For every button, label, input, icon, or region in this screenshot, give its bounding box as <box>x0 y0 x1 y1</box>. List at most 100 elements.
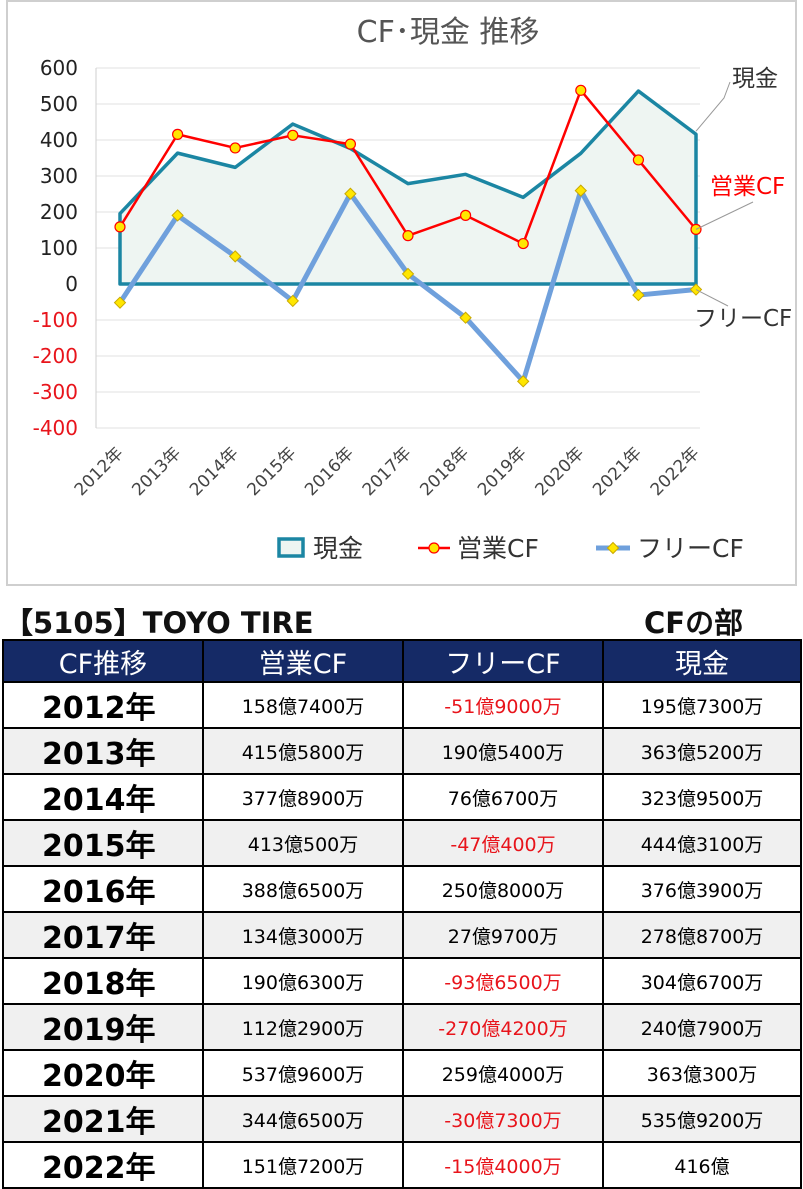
free-cf-cell: -270億4200万 <box>402 1003 604 1051</box>
cash-cell: 535億9200万 <box>602 1095 802 1143</box>
free-cf-cell: 250億8000万 <box>402 865 604 913</box>
legend-label-free-cf: フリーCF <box>637 534 744 563</box>
free-cf-cell: -30億7300万 <box>402 1095 604 1143</box>
free-cf-cell: -51億9000万 <box>402 681 604 729</box>
free-cf-point <box>171 209 184 222</box>
company-title: 【5105】TOYO TIRE <box>4 606 314 640</box>
free-cf-cell: 76億6700万 <box>402 773 604 821</box>
leader-line <box>695 289 729 307</box>
free-cf-cell: -15億4000万 <box>402 1141 604 1189</box>
x-tick-label: 2014年 <box>186 443 243 500</box>
cash-cell: 240億7900万 <box>602 1003 802 1051</box>
operating-cf-point <box>460 209 472 221</box>
y-tick-label: -400 <box>33 416 78 440</box>
operating-cf-cell: 190億6300万 <box>202 957 404 1005</box>
free-cf-point <box>459 311 472 324</box>
year-cell: 2018年 <box>2 957 204 1005</box>
y-tick-label: -200 <box>33 344 78 368</box>
col-header-cash: 現金 <box>602 639 802 683</box>
chart-panel: CF･現金 推移 600 500 400 300 200 100 0 -100 -200 -300… <box>6 0 797 586</box>
operating-cf-point <box>172 128 184 140</box>
cash-cell: 416億 <box>602 1141 802 1189</box>
free-cf-point <box>113 296 127 309</box>
x-tick-label: 2015年 <box>244 443 301 500</box>
y-tick-label: 600 <box>40 56 78 80</box>
x-tick-label: 2016年 <box>301 443 358 500</box>
free-cf-point <box>228 250 242 263</box>
operating-cf-point <box>517 237 529 250</box>
table-header-row: 【5105】TOYO TIRE CFの部 <box>0 600 803 640</box>
operating-cf-cell: 151億7200万 <box>202 1141 404 1189</box>
table-row: 2013年 415億5800万 190億5400万 363億5200万 <box>2 727 802 775</box>
cf-table: CF推移 営業CF フリーCF 現金 2012年 158億7400万 -51億900… <box>2 639 802 1189</box>
annotation-operating-cf: 営業CF <box>710 174 785 200</box>
operating-cf-point <box>287 129 299 141</box>
free-cf-cell: 27億9700万 <box>402 911 604 959</box>
free-cf-point <box>632 288 645 302</box>
cash-cell: 195億7300万 <box>602 681 802 729</box>
operating-cf-cell: 388億6500万 <box>202 865 404 913</box>
legend-label-cash: 現金 <box>313 534 363 563</box>
col-header-operating-cf: 営業CF <box>202 639 404 683</box>
operating-cf-cell: 537億9600万 <box>202 1049 404 1097</box>
x-tick-label: 2021年 <box>589 443 646 500</box>
operating-cf-cell: 344億6500万 <box>202 1095 404 1143</box>
col-header-free-cf: フリーCF <box>402 639 604 683</box>
free-cf-cell: 190億5400万 <box>402 727 604 775</box>
year-cell: 2014年 <box>2 773 204 821</box>
year-cell: 2016年 <box>2 865 204 913</box>
chart-title: CF･現金 推移 <box>357 15 540 50</box>
y-tick-label: 400 <box>40 128 78 152</box>
y-tick-label: 200 <box>40 200 78 224</box>
year-cell: 2015年 <box>2 819 204 867</box>
leader-line <box>695 201 754 230</box>
operating-cf-point <box>229 142 241 154</box>
free-cf-point <box>574 184 588 197</box>
x-tick-label: 2018年 <box>416 443 473 500</box>
operating-cf-point <box>344 138 356 150</box>
year-cell: 2021年 <box>2 1095 204 1143</box>
cash-cell: 363億5200万 <box>602 727 802 775</box>
free-cf-cell: -93億6500万 <box>402 957 604 1005</box>
free-cf-point <box>401 267 415 281</box>
table-row: 2014年 377億8900万 76億6700万 323億9500万 <box>2 773 802 821</box>
operating-cf-cell: 134億3000万 <box>202 911 404 959</box>
annotation-cash: 現金 <box>732 66 778 92</box>
operating-cf-point <box>575 84 587 96</box>
legend-label-operating-cf: 営業CF <box>457 534 539 563</box>
annotation-free-cf: フリーCF <box>694 306 792 332</box>
y-tick-label: 500 <box>40 92 78 116</box>
free-cf-point <box>516 375 530 388</box>
y-tick-label: 300 <box>40 164 78 188</box>
year-cell: 2022年 <box>2 1141 204 1189</box>
cash-cell: 376億3900万 <box>602 865 802 913</box>
cash-cell: 278億8700万 <box>602 911 802 959</box>
x-tick-label: 2013年 <box>128 443 185 500</box>
table-head-row: CF推移 営業CF フリーCF 現金 <box>2 639 802 683</box>
year-cell: 2020年 <box>2 1049 204 1097</box>
x-tick-label: 2012年 <box>71 443 128 500</box>
table-row: 2017年 134億3000万 27億9700万 278億8700万 <box>2 911 802 959</box>
legend-marker-free-cf <box>606 541 620 555</box>
table-row: 2018年 190億6300万 -93億6500万 304億6700万 <box>2 957 802 1005</box>
operating-cf-point <box>402 230 414 242</box>
year-cell: 2017年 <box>2 911 204 959</box>
year-cell: 2019年 <box>2 1003 204 1051</box>
series-cash-area <box>118 89 698 286</box>
y-tick-label: 0 <box>65 272 78 296</box>
leader-line <box>695 81 731 132</box>
year-cell: 2012年 <box>2 681 204 729</box>
operating-cf-cell: 415億5800万 <box>202 727 404 775</box>
operating-cf-point <box>632 154 645 166</box>
free-cf-point <box>286 294 300 308</box>
year-cell: 2013年 <box>2 727 204 775</box>
x-tick-label: 2017年 <box>359 443 416 500</box>
table-row: 2021年 344億6500万 -30億7300万 535億9200万 <box>2 1095 802 1143</box>
cash-cell: 304億6700万 <box>602 957 802 1005</box>
cash-cell: 363億300万 <box>602 1049 802 1097</box>
table-row: 2020年 537億9600万 259億4000万 363億300万 <box>2 1049 802 1097</box>
table-row: 2022年 151億7200万 -15億4000万 416億 <box>2 1141 802 1189</box>
x-tick-label: 2022年 <box>647 443 704 500</box>
cf-cash-chart: CF･現金 推移 600 500 400 300 200 100 0 -100 -200 -300… <box>33 15 793 563</box>
operating-cf-point <box>114 221 126 233</box>
